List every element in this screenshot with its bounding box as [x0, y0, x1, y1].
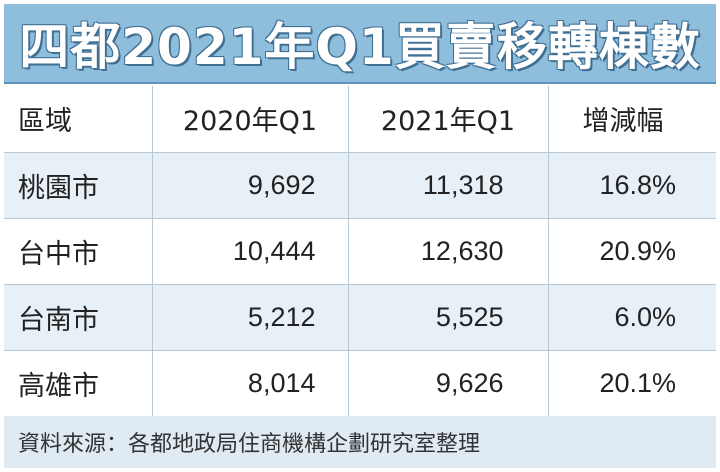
source-note: 資料來源：各都地政局住商機構企劃研究室整理	[18, 432, 481, 457]
column-header-region: 區域	[4, 86, 153, 153]
table-row: 台南市 5,212 5,525 6.0%	[4, 284, 716, 351]
region-cell: 台南市	[4, 284, 153, 351]
region-cell: 台中市	[4, 218, 153, 285]
value-2021-cell: 9,626	[348, 350, 549, 417]
table-row: 高雄市 8,014 9,626 20.1%	[4, 350, 716, 417]
value-2021-cell: 5,525	[348, 284, 549, 351]
header-row: 區域 2020年Q1 2021年Q1 增減幅	[4, 86, 716, 153]
value-2021-cell: 12,630	[348, 218, 549, 285]
table-row: 桃園市 9,692 11,318 16.8%	[4, 152, 716, 219]
value-2020-cell: 10,444	[152, 218, 349, 285]
value-2020-cell: 8,014	[152, 350, 349, 417]
table-row: 台中市 10,444 12,630 20.9%	[4, 218, 716, 285]
column-header-2021q1: 2021年Q1	[348, 86, 549, 153]
title-bar: 四都2021年Q1買賣移轉棟數	[4, 4, 716, 84]
change-cell: 20.1%	[548, 350, 716, 417]
source-footer: 資料來源：各都地政局住商機構企劃研究室整理	[4, 416, 716, 468]
column-header-change: 增減幅	[548, 86, 716, 153]
change-cell: 20.9%	[548, 218, 716, 285]
value-2021-cell: 11,318	[348, 152, 549, 219]
region-cell: 桃園市	[4, 152, 153, 219]
change-cell: 6.0%	[548, 284, 716, 351]
chart-title: 四都2021年Q1買賣移轉棟數	[19, 18, 701, 76]
value-2020-cell: 5,212	[152, 284, 349, 351]
column-header-2020q1: 2020年Q1	[152, 86, 349, 153]
region-cell: 高雄市	[4, 350, 153, 417]
data-table: 區域 2020年Q1 2021年Q1 增減幅 桃園市 9,692 11,318 …	[4, 86, 716, 417]
change-cell: 16.8%	[548, 152, 716, 219]
value-2020-cell: 9,692	[152, 152, 349, 219]
